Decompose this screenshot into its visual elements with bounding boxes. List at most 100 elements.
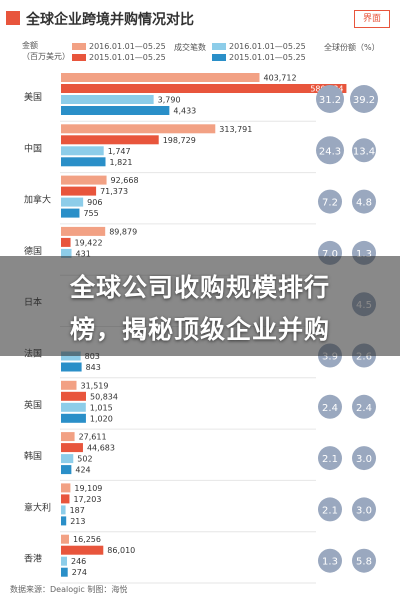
data-label: 71,373: [100, 187, 128, 196]
data-label: 89,879: [109, 227, 137, 236]
amount-axis-head: 金额 （百万美元）: [22, 40, 70, 62]
data-label: 16,256: [73, 535, 101, 544]
data-label: 274: [72, 568, 87, 577]
data-label: 431: [76, 249, 91, 258]
share-label: 全球份额（%）: [324, 43, 380, 52]
count-label: 成交笔数: [174, 43, 206, 52]
share-circle: [352, 138, 376, 163]
category-label: 韩国: [24, 450, 42, 462]
bar-count-2016: [61, 95, 154, 104]
data-label: 27,611: [79, 433, 107, 442]
share-circle: [316, 136, 344, 165]
title-marker: [6, 11, 20, 25]
bar-amount-2016: [61, 534, 69, 544]
data-label: 19,109: [74, 484, 102, 493]
data-label: 31,519: [80, 381, 108, 390]
data-label: 19,422: [75, 238, 103, 247]
data-label: 17,203: [73, 495, 101, 504]
share-value: 2.6: [356, 352, 372, 363]
overlay-banner: 全球公司收购规模排行 榜，揭秘顶级企业并购: [0, 256, 400, 356]
bar-count-2016: [61, 402, 86, 412]
bar-count-2015: [61, 106, 170, 115]
share-value: 2.4: [356, 403, 372, 414]
share-value: 5.8: [356, 557, 372, 568]
share-value: 1.3: [356, 249, 372, 260]
share-value: 31.2: [319, 95, 341, 106]
category-label: 香港: [24, 553, 42, 565]
legend-label: 2016.01.01—05.25: [229, 42, 306, 51]
data-label: 213: [70, 517, 85, 526]
category-label: 意大利: [24, 501, 51, 513]
share-value: 4.8: [356, 198, 372, 209]
bar-count-2015: [61, 516, 67, 526]
bar-count-2016: [61, 556, 68, 566]
share-value: 3.9: [322, 352, 338, 363]
data-label: 1,015: [90, 403, 113, 412]
share-value: 39.2: [353, 95, 375, 106]
share-value: 1.3: [322, 557, 338, 568]
share-circle: [352, 497, 376, 522]
share-circle: [350, 85, 378, 113]
category-label: 英国: [24, 399, 42, 411]
data-label: 187: [70, 506, 85, 515]
bar-amount-2015: [61, 443, 83, 453]
source-note: 数据来源：Dealogic 制图：海悦: [10, 585, 128, 594]
share-value: 24.3: [319, 146, 341, 157]
bar-count-2015: [61, 157, 106, 167]
legend-count-2015: 2015.01.01—05.25: [212, 53, 306, 62]
legend-amount-2016: 2016.01.01—05.25: [72, 42, 166, 51]
bar-count-2016: [61, 197, 84, 207]
bar-amount-2015: [61, 237, 71, 247]
bar-count-2015: [61, 413, 86, 423]
brand-logo: 界面: [354, 10, 390, 28]
data-label: 313,791: [219, 125, 252, 134]
share-value: 3.0: [356, 505, 372, 516]
bar-count-2015: [61, 465, 72, 475]
share-circle: [318, 189, 342, 214]
data-label: 246: [71, 557, 86, 566]
bar-count-2015: [61, 567, 68, 577]
legend-amount-2015: 2015.01.01—05.25: [72, 53, 166, 62]
legend-label: 2015.01.01—05.25: [229, 53, 306, 62]
data-label: 50,834: [90, 392, 118, 401]
bar-count-2016: [61, 454, 74, 464]
bar-amount-2016: [61, 124, 216, 134]
data-label: 1,821: [110, 158, 133, 167]
data-label: 1,020: [90, 414, 113, 423]
legend-swatch-amount-2015: [72, 54, 86, 61]
bar-count-2015: [61, 208, 80, 218]
bar-amount-2016: [61, 73, 260, 82]
bar-amount-2015: [61, 135, 159, 145]
bar-amount-2015: [61, 545, 104, 555]
legend-swatch-count-2015: [212, 54, 226, 61]
title-bar: 全球企业跨境并购情况对比 界面: [0, 0, 400, 36]
bar-count-2016: [61, 146, 104, 156]
share-circle: [318, 548, 342, 573]
share-circle: [352, 189, 376, 214]
bar-amount-2015: [61, 494, 70, 504]
bar-count-2016: [61, 505, 66, 515]
chart-title: 全球企业跨境并购情况对比: [26, 12, 194, 28]
data-label: 1,747: [108, 147, 131, 156]
data-label: 92,668: [111, 176, 139, 185]
data-label: 424: [75, 466, 90, 475]
category-label: 美国: [24, 91, 42, 103]
data-label: 502: [77, 455, 92, 464]
share-value: 2.4: [322, 403, 338, 414]
legend-label: 2016.01.01—05.25: [89, 42, 166, 51]
bar-count-2015: [61, 362, 82, 372]
share-value: 7.2: [322, 198, 338, 209]
amount-label: 金额: [22, 41, 38, 50]
legend-swatch-amount-2016: [72, 43, 86, 50]
bar-amount-2016: [61, 483, 71, 493]
data-label: 44,683: [87, 444, 115, 453]
data-label: 86,010: [107, 546, 135, 555]
bar-amount-2016: [61, 175, 107, 185]
bar-amount-2015: [61, 391, 86, 401]
share-circle: [316, 85, 344, 113]
bar-amount-2015: [61, 84, 347, 93]
share-value: 7.0: [322, 249, 338, 260]
bar-amount-2016: [61, 226, 106, 236]
banner-line-1: 全球公司收购规模排行: [69, 273, 330, 302]
banner-line-2: 榜，揭秘顶级企业并购: [69, 315, 330, 344]
